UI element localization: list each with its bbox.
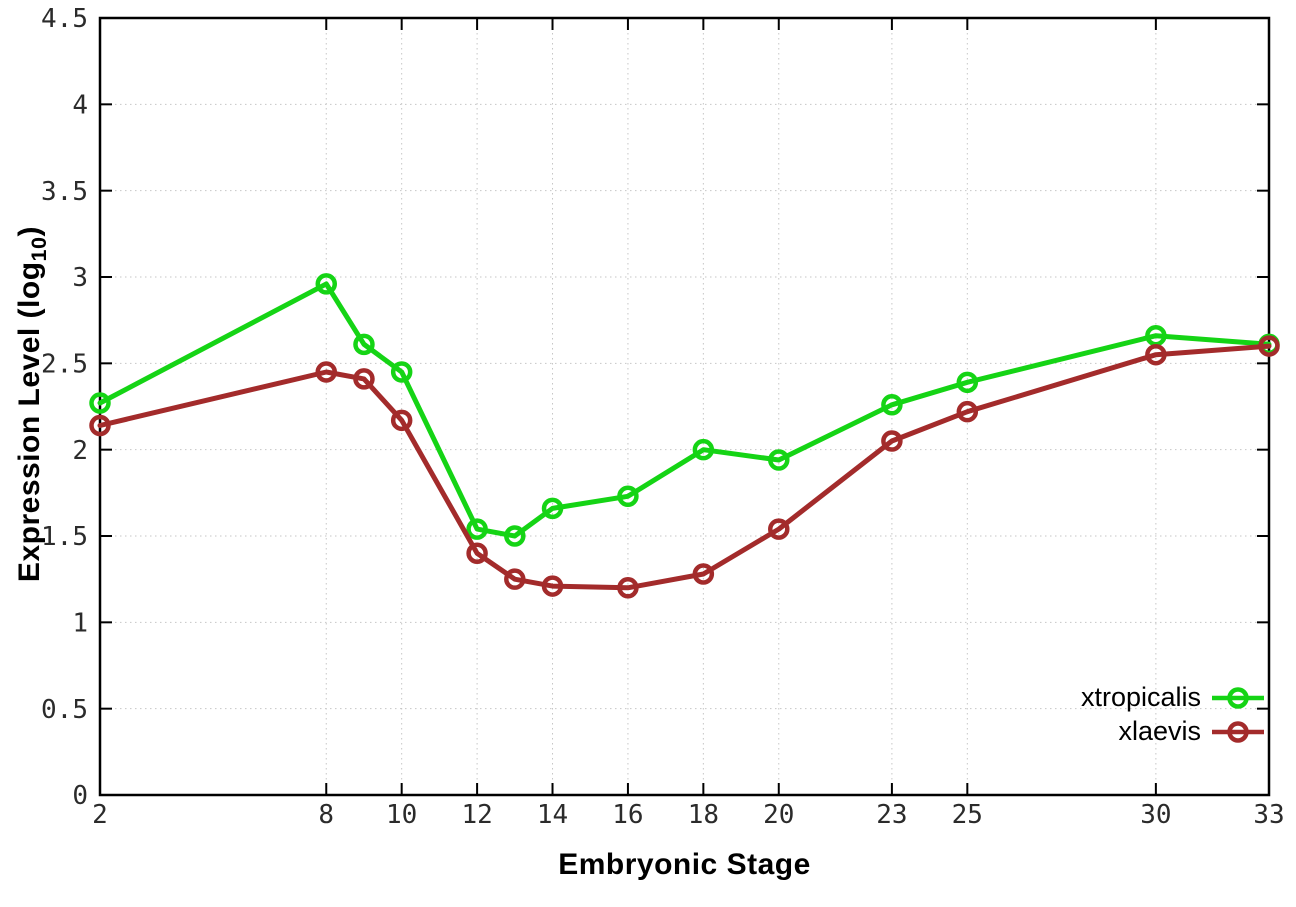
data-point-marker-xtropicalis — [881, 394, 903, 416]
x-tick-label: 8 — [318, 800, 334, 830]
x-tick-label: 23 — [876, 800, 907, 830]
y-tick-label: 3.5 — [41, 177, 88, 207]
data-point-marker-xtropicalis — [89, 392, 111, 414]
data-point-marker-xlaevis — [89, 414, 111, 437]
data-point-marker-xlaevis — [1258, 335, 1280, 357]
data-point-marker-xlaevis — [692, 563, 715, 585]
x-tick-label: 20 — [763, 800, 794, 830]
x-tick-label: 30 — [1140, 800, 1171, 830]
y-tick-label: 1.5 — [41, 522, 88, 552]
data-point-marker-xlaevis — [504, 568, 526, 590]
data-point-marker-xtropicalis — [956, 371, 979, 394]
data-point-marker-xtropicalis — [390, 361, 413, 383]
y-axis-title-text: Expression Level (log — [13, 261, 46, 583]
y-tick-label: 2.5 — [41, 349, 88, 379]
data-point-marker-xtropicalis — [768, 449, 790, 471]
data-point-marker-xtropicalis — [692, 438, 715, 461]
line-marker-icon — [1212, 720, 1264, 743]
data-point-marker-xlaevis — [315, 361, 338, 383]
x-tick-label: 14 — [537, 800, 568, 830]
data-point-marker-xtropicalis — [315, 273, 338, 295]
x-tick-label: 18 — [688, 800, 719, 830]
legend-label: xtropicalis — [1080, 682, 1201, 712]
y-axis-title: Expression Level (log10) — [13, 225, 51, 583]
plot-border — [98, 16, 1271, 797]
data-point-marker-xlaevis — [881, 430, 903, 452]
x-tick-label: 2 — [92, 800, 108, 830]
data-point-marker-xlaevis — [956, 400, 979, 423]
series-line-xlaevis — [97, 343, 1272, 591]
data-point-marker-xlaevis — [541, 575, 564, 597]
line-marker-icon — [1212, 686, 1264, 709]
data-point-marker-xtropicalis — [466, 518, 488, 540]
data-point-marker-xlaevis — [466, 542, 488, 565]
data-point-marker-xtropicalis — [617, 485, 639, 508]
y-tick-label: 4.5 — [41, 4, 88, 34]
data-point-marker-xlaevis — [768, 518, 790, 540]
x-tick-label: 33 — [1253, 800, 1284, 830]
y-tick-label: 4 — [72, 90, 88, 120]
x-tick-label: 12 — [461, 800, 492, 830]
y-tick-label: 0 — [72, 781, 88, 811]
data-point-marker-xlaevis — [1145, 343, 1167, 366]
x-tick-label: 10 — [386, 800, 417, 830]
y-tick-label: 0.5 — [41, 695, 88, 725]
data-point-marker-xtropicalis — [541, 497, 564, 520]
y-axis-title-subscript: 10 — [26, 236, 51, 262]
legend-item-xlaevis: xlaevis — [1118, 716, 1268, 747]
y-tick-label: 2 — [72, 436, 88, 466]
x-tick-label: 16 — [612, 800, 643, 830]
data-point-marker-xlaevis — [353, 368, 375, 390]
legend: xtropicalis xlaevis — [1081, 682, 1268, 747]
data-point-marker-xtropicalis — [504, 525, 526, 547]
data-point-marker-xtropicalis — [353, 333, 375, 356]
legend-item-xtropicalis: xtropicalis — [1081, 682, 1268, 713]
legend-label: xlaevis — [1118, 716, 1201, 746]
data-point-marker-xlaevis — [390, 409, 413, 432]
data-point-marker-xlaevis — [617, 577, 639, 599]
series-line-xtropicalis — [97, 281, 1272, 539]
x-tick-label: 25 — [952, 800, 983, 830]
y-tick-label: 1 — [72, 608, 88, 638]
x-axis-title: Embryonic Stage — [558, 848, 811, 881]
y-axis-title-suffix: ) — [13, 225, 46, 237]
y-tick-label: 3 — [72, 263, 88, 293]
